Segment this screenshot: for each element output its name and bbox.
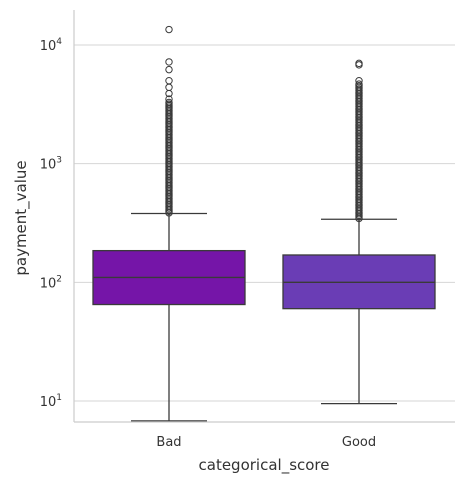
axes: [73, 10, 455, 423]
x-tick-label: Bad: [156, 435, 181, 450]
outlier-point: [355, 77, 363, 85]
outlier-point: [165, 77, 173, 85]
y-axis-label: payment_value: [12, 160, 31, 275]
outlier-point: [165, 25, 173, 34]
box-plot-area: [92, 25, 436, 422]
y-tick-label: 101: [40, 393, 62, 410]
outlier-point: [165, 83, 173, 92]
x-tick-label: Good: [342, 435, 376, 450]
outlier-point: [355, 61, 363, 69]
y-tick-labels: 101 102 103 104: [40, 37, 63, 410]
outlier-point: [355, 80, 363, 88]
outlier-point: [355, 59, 363, 68]
x-axis-label: categorical_score: [199, 456, 330, 475]
gridlines: [74, 44, 455, 402]
y-tick-label: 102: [40, 274, 62, 291]
outlier-point: [165, 98, 173, 107]
outlier-point: [165, 95, 173, 103]
y-tick-label: 104: [40, 37, 63, 54]
box-good: [282, 59, 436, 405]
outlier-point: [165, 58, 173, 66]
outlier-point: [165, 65, 173, 74]
x-tick-labels: Bad Good: [156, 435, 376, 450]
y-tick-label: 103: [40, 156, 62, 173]
box-bad: [92, 25, 246, 422]
